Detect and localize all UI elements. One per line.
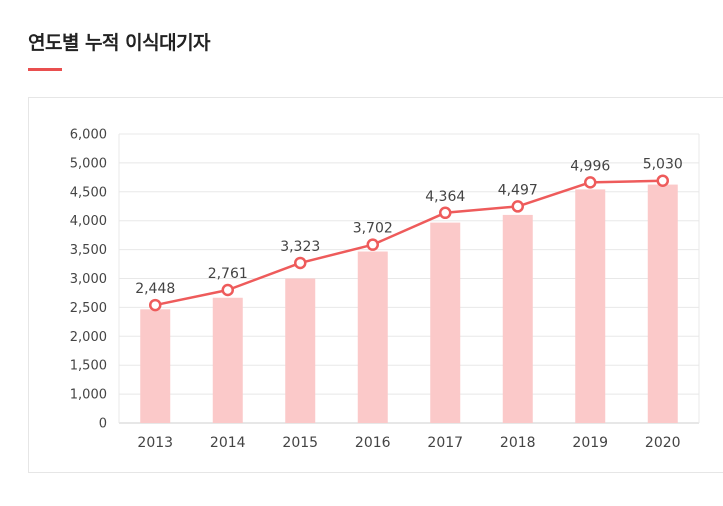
data-point bbox=[221, 283, 234, 297]
x-tick-label: 2013 bbox=[137, 435, 173, 451]
data-point bbox=[294, 256, 307, 270]
data-point bbox=[149, 298, 162, 312]
x-tick-label: 2019 bbox=[572, 435, 608, 451]
section-title: 연도별 누적 이식대기자 bbox=[28, 32, 211, 54]
x-tick-label: 2015 bbox=[282, 435, 318, 451]
data-label: 3,702 bbox=[353, 221, 393, 237]
bars bbox=[140, 184, 678, 423]
series-line bbox=[154, 179, 663, 307]
line-series bbox=[149, 174, 669, 312]
data-point bbox=[366, 238, 379, 251]
data-label: 4,996 bbox=[570, 158, 610, 174]
y-tick-label: 5,000 bbox=[70, 156, 107, 171]
data-label: 5,030 bbox=[643, 157, 683, 173]
title-underline bbox=[28, 68, 62, 71]
bar bbox=[575, 189, 606, 423]
data-point bbox=[439, 206, 452, 220]
x-tick-label: 2017 bbox=[427, 435, 463, 451]
data-label: 3,323 bbox=[280, 239, 320, 255]
bar bbox=[285, 278, 316, 423]
x-axis: 2013 2014 2015 2016 2017 2018 2019 2020 bbox=[137, 435, 680, 451]
x-tick-label: 2018 bbox=[500, 435, 536, 451]
y-tick-label: 4,500 bbox=[70, 185, 107, 200]
data-label: 4,497 bbox=[498, 182, 538, 198]
y-tick-label: 3,500 bbox=[70, 243, 107, 258]
y-tick-label: 3,000 bbox=[70, 272, 107, 287]
data-labels: 2,448 2,761 3,323 3,702 4,364 4,497 4,996 5,030 bbox=[135, 157, 683, 297]
data-point bbox=[584, 176, 597, 189]
y-tick-label: 1,500 bbox=[70, 359, 107, 374]
chart-card: 0 1,000 1,500 2,000 2,500 3,000 3,500 4,000 4,50… bbox=[28, 97, 723, 473]
data-point bbox=[511, 200, 524, 213]
data-label: 4,364 bbox=[425, 189, 465, 205]
data-label: 2,761 bbox=[208, 266, 248, 282]
x-tick-label: 2014 bbox=[210, 435, 246, 451]
y-tick-label: 1,000 bbox=[70, 388, 107, 403]
bar bbox=[430, 222, 461, 423]
y-tick-label: 0 bbox=[99, 417, 107, 432]
bar bbox=[647, 184, 678, 423]
chart: 0 1,000 1,500 2,000 2,500 3,000 3,500 4,000 4,50… bbox=[70, 128, 700, 451]
y-tick-label: 4,000 bbox=[70, 214, 107, 229]
bar bbox=[212, 297, 243, 423]
bar bbox=[140, 309, 171, 423]
x-tick-label: 2016 bbox=[355, 435, 391, 451]
data-point bbox=[656, 174, 669, 187]
y-tick-label: 2,000 bbox=[70, 330, 107, 345]
grid bbox=[118, 133, 700, 424]
x-tick-label: 2020 bbox=[645, 435, 681, 451]
data-label: 2,448 bbox=[135, 281, 175, 297]
bar bbox=[357, 251, 388, 423]
y-axis: 0 1,000 1,500 2,000 2,500 3,000 3,500 4,000 4,50… bbox=[70, 128, 107, 432]
y-tick-label: 2,500 bbox=[70, 301, 107, 316]
y-tick-label: 6,000 bbox=[70, 128, 107, 143]
bar bbox=[502, 214, 533, 423]
